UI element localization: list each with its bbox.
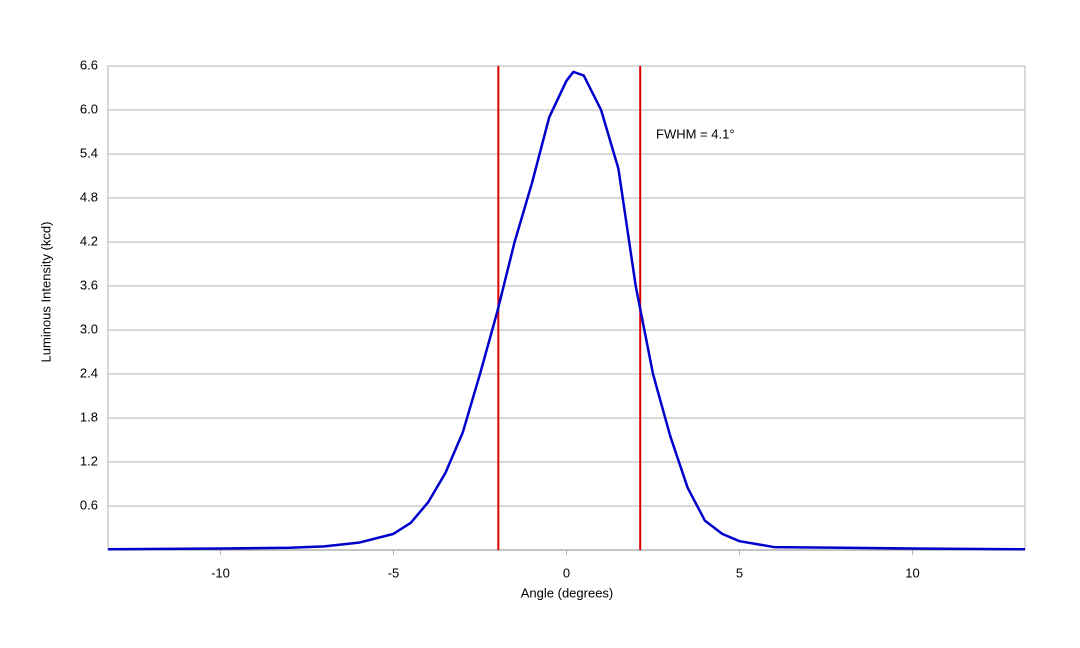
- x-tick-label: -10: [211, 565, 230, 580]
- y-tick-label: 4.2: [80, 233, 98, 248]
- x-tick-label: 0: [563, 565, 570, 580]
- y-tick-label: 1.8: [80, 409, 98, 424]
- y-axis-title: Luminous Intensity (kcd): [38, 222, 53, 363]
- y-tick-label: 3.6: [80, 277, 98, 292]
- x-tick-label: 10: [905, 565, 919, 580]
- x-tick-label: 5: [736, 565, 743, 580]
- plot-area: [107, 65, 1026, 551]
- data-line: [107, 70, 1026, 551]
- y-tick-label: 6.6: [80, 57, 98, 72]
- y-tick-label: 6.0: [80, 101, 98, 116]
- y-tick-label: 1.2: [80, 453, 98, 468]
- y-tick-label: 0.6: [80, 497, 98, 512]
- y-tick-label: 5.4: [80, 145, 98, 160]
- y-tick-label: 3.0: [80, 321, 98, 336]
- y-tick-label: 2.4: [80, 365, 98, 380]
- x-axis-title: Angle (degrees): [521, 585, 614, 600]
- y-tick-label: 4.8: [80, 189, 98, 204]
- annotation: FWHM = 4.1°: [656, 126, 735, 141]
- x-tick-label: -5: [388, 565, 400, 580]
